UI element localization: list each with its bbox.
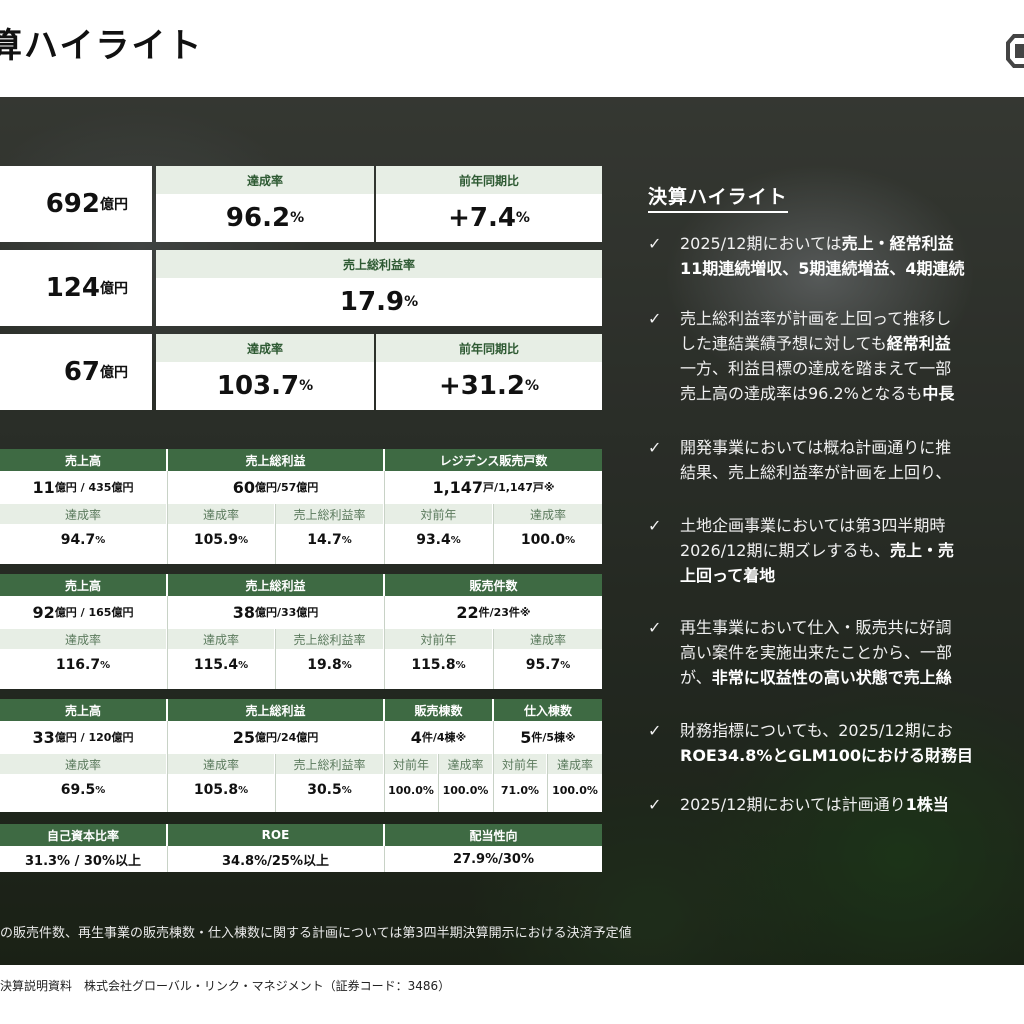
kpi-gross-profit-value: 124 億円 bbox=[0, 250, 152, 326]
land-planning-segment-table: 売上高 売上総利益 販売件数 92 億円 / 165億円 38 億円/33億円 22… bbox=[0, 574, 602, 689]
table-cell: 71.0% bbox=[500, 783, 540, 797]
table-cell: 115.8% bbox=[411, 657, 466, 673]
table-subheader: 売上総利益率 bbox=[276, 629, 383, 649]
check-icon: ✓ bbox=[648, 438, 662, 457]
highlight-bullet: ✓ 売上総利益率が計画を上回って推移し した連結業績予想に対しても経常利益 一方、… bbox=[648, 306, 954, 406]
kpi-sales-achievement: 達成率 96.2% bbox=[156, 166, 374, 242]
footer-text: 決算説明資料 株式会社グローバル・リンク・マネジメント（証券コード：3486） bbox=[0, 979, 451, 993]
table-subheader: 達成率 bbox=[494, 629, 602, 649]
table-cell: 69.5% bbox=[60, 782, 106, 798]
table-cell: 1,147 戸/1,147戸※ bbox=[432, 477, 555, 497]
table-header: 自己資本比率 bbox=[0, 824, 166, 846]
table-cell: 22 件/23件※ bbox=[456, 602, 531, 622]
table-header: 売上高 bbox=[0, 699, 166, 721]
table-subheader: 売上総利益率 bbox=[276, 754, 383, 774]
kpi-ordinary-profit-value: 67 億円 bbox=[0, 334, 152, 410]
table-subheader: 達成率 bbox=[168, 504, 274, 524]
check-icon: ✓ bbox=[648, 234, 662, 253]
table-cell: 19.8% bbox=[307, 657, 352, 673]
table-header: 売上高 bbox=[0, 574, 166, 596]
table-header: 売上総利益 bbox=[168, 699, 383, 721]
highlight-bullet: ✓ 2025/12期においては売上・経常利益 11期連続増収、5期連続増益、4期連… bbox=[648, 231, 965, 281]
financial-indicator-table: 自己資本比率 ROE 配当性向 31.3% / 30%以上 34.8%/25%以… bbox=[0, 824, 602, 872]
table-subheader: 対前年 bbox=[385, 504, 492, 524]
table-header: 売上高 bbox=[0, 449, 166, 471]
footnote: の販売件数、再生事業の販売棟数・仕入棟数に関する計画については第3四半期決算開示… bbox=[0, 926, 632, 941]
kpi-profit-yoy: 前年同期比 +31.2% bbox=[376, 334, 602, 410]
table-cell: 27.9%/30% bbox=[453, 851, 534, 867]
table-cell: 93.4% bbox=[416, 532, 461, 548]
table-header: ROE bbox=[168, 824, 383, 846]
table-header: 売上総利益 bbox=[168, 449, 383, 471]
page-title: 算ハイライト bbox=[0, 26, 204, 66]
kpi-profit-achievement: 達成率 103.7% bbox=[156, 334, 374, 410]
table-cell: 100.0% bbox=[520, 532, 576, 548]
highlight-bullet: ✓ 再生事業において仕入・販売共に好調 高い案件を実施出来たことから、一部 が、非… bbox=[648, 615, 952, 690]
company-logo bbox=[1006, 34, 1024, 68]
table-header: レジデンス販売戸数 bbox=[385, 449, 602, 471]
table-cell: 95.7% bbox=[525, 657, 571, 673]
table-subheader: 達成率 bbox=[0, 629, 166, 649]
highlight-bullet: ✓ 開発事業においては概ね計画通りに推 結果、売上総利益率が計画を上回り、 bbox=[648, 435, 951, 485]
table-cell: 105.9% bbox=[193, 532, 249, 548]
table-header: 販売件数 bbox=[385, 574, 602, 596]
check-icon: ✓ bbox=[648, 516, 662, 535]
table-subheader: 達成率 bbox=[439, 754, 492, 774]
highlight-bullet: ✓ 土地企画事業においては第3四半期時 2026/12期に期ズレするも、売上・売 … bbox=[648, 513, 954, 588]
table-cell: 92 億円 / 165億円 bbox=[32, 602, 134, 622]
table-cell: 100.0% bbox=[442, 783, 489, 797]
table-cell: 100.0% bbox=[388, 783, 434, 797]
table-subheader: 達成率 bbox=[168, 629, 274, 649]
table-subheader: 対前年 bbox=[494, 754, 546, 774]
table-header: 仕入棟数 bbox=[494, 699, 602, 721]
table-cell: 100.0% bbox=[552, 783, 598, 797]
check-icon: ✓ bbox=[648, 795, 662, 814]
development-segment-table: 売上高 売上総利益 レジデンス販売戸数 11 億円 / 435億円 60 億円/57… bbox=[0, 449, 602, 564]
table-cell: 4 件/4棟※ bbox=[410, 727, 467, 747]
table-cell: 14.7% bbox=[307, 532, 352, 548]
kpi-gross-margin: 売上総利益率 17.9% bbox=[156, 250, 602, 326]
table-cell: 60 億円/57億円 bbox=[232, 477, 319, 497]
table-cell: 5 件/5棟※ bbox=[520, 727, 576, 747]
table-cell: 115.4% bbox=[193, 657, 249, 673]
highlight-bullet: ✓ 2025/12期においては計画通り1株当 bbox=[648, 792, 949, 817]
table-header: 販売棟数 bbox=[385, 699, 492, 721]
table-subheader: 達成率 bbox=[168, 754, 274, 774]
highlight-bullet: ✓ 財務指標についても、2025/12期にお ROE34.8%とGLM100におけ… bbox=[648, 718, 973, 768]
table-subheader: 売上総利益率 bbox=[276, 504, 383, 524]
table-subheader: 対前年 bbox=[385, 629, 492, 649]
table-cell: 105.8% bbox=[193, 782, 249, 798]
kpi-sales-value: 692 億円 bbox=[0, 166, 152, 242]
table-header: 配当性向 bbox=[385, 824, 602, 846]
table-subheader: 達成率 bbox=[548, 754, 602, 774]
highlights-heading: 決算ハイライト bbox=[648, 182, 788, 213]
table-cell: 25 億円/24億円 bbox=[232, 727, 319, 747]
renewal-segment-table: 売上高 売上総利益 販売棟数 仕入棟数 33 億円 / 120億円 25 億円/24… bbox=[0, 699, 602, 812]
table-header: 売上総利益 bbox=[168, 574, 383, 596]
table-cell: 116.7% bbox=[55, 657, 111, 673]
table-cell: 34.8%/25%以上 bbox=[222, 853, 329, 869]
table-subheader: 達成率 bbox=[0, 754, 166, 774]
table-cell: 11 億円 / 435億円 bbox=[32, 477, 134, 497]
table-subheader: 達成率 bbox=[0, 504, 166, 524]
table-cell: 94.7% bbox=[60, 532, 106, 548]
table-cell: 30.5% bbox=[307, 782, 352, 798]
table-subheader: 達成率 bbox=[494, 504, 602, 524]
table-cell: 33 億円 / 120億円 bbox=[32, 727, 134, 747]
check-icon: ✓ bbox=[648, 618, 662, 637]
table-cell: 31.3% / 30%以上 bbox=[24, 853, 142, 869]
check-icon: ✓ bbox=[648, 721, 662, 740]
table-subheader: 対前年 bbox=[385, 754, 437, 774]
check-icon: ✓ bbox=[648, 309, 662, 328]
table-cell: 38 億円/33億円 bbox=[232, 602, 319, 622]
kpi-sales-yoy: 前年同期比 +7.4% bbox=[376, 166, 602, 242]
